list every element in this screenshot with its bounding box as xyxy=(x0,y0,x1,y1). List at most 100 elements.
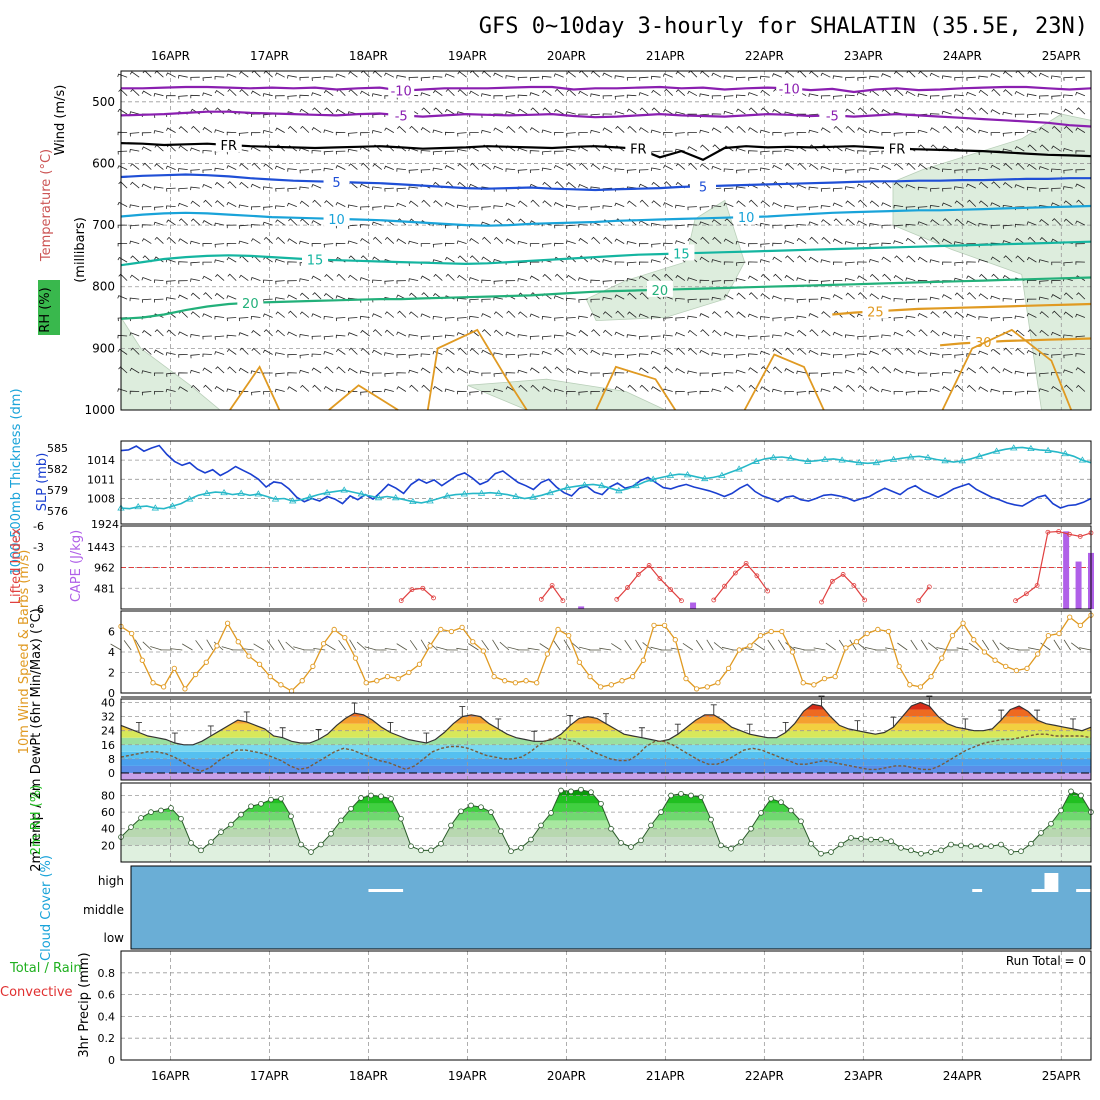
wind-barb xyxy=(820,127,831,133)
wind-speed-marker xyxy=(875,626,881,633)
wind-barb xyxy=(203,199,213,207)
wind-speed-marker xyxy=(566,632,572,639)
wind-barb xyxy=(226,131,237,136)
wind-barb xyxy=(165,297,176,301)
wind-barb xyxy=(1075,313,1086,318)
wind-barb xyxy=(323,76,334,80)
wind-barb xyxy=(311,275,322,281)
wind-speed-marker xyxy=(1077,622,1083,628)
wind-barb xyxy=(250,183,261,189)
rh-marker xyxy=(788,807,794,814)
wind-barb xyxy=(371,130,382,134)
wind-barb xyxy=(445,273,455,281)
rh-marker xyxy=(398,815,404,822)
wind-barb xyxy=(894,163,904,170)
thickness-marker xyxy=(529,493,537,500)
wind-barb xyxy=(1002,391,1013,395)
wind-barb xyxy=(990,348,1001,355)
wind-barb xyxy=(324,274,334,281)
wind-barb xyxy=(808,206,819,211)
wind-barb xyxy=(833,218,843,226)
wind-barb xyxy=(1026,349,1037,355)
wind-barb xyxy=(275,95,285,99)
thickness-tick-label: 579 xyxy=(47,484,68,497)
wind-barb xyxy=(832,238,843,244)
wind-barb xyxy=(505,111,516,115)
surface-wind-barb xyxy=(396,643,408,651)
lifted-index-marker xyxy=(1034,583,1040,588)
rh-marker xyxy=(478,804,484,810)
wind-barb xyxy=(978,107,989,115)
wind-barb xyxy=(1075,183,1086,189)
wind-barb xyxy=(578,298,588,303)
wind-barb xyxy=(166,280,176,285)
thickness-tick-label: 585 xyxy=(47,442,68,455)
wind-barb xyxy=(990,388,1001,393)
temperature-isotherm xyxy=(120,142,1092,162)
thickness-marker xyxy=(563,483,572,491)
thickness-marker xyxy=(237,489,245,496)
lifted-index-tick-label: -6 xyxy=(33,520,44,533)
wind-barb xyxy=(711,388,722,393)
wind-barb xyxy=(966,367,977,374)
cape-bar xyxy=(1075,561,1082,609)
wind-barb xyxy=(905,237,916,244)
rh-panel-axis-label: 2m RH (%) xyxy=(29,785,44,856)
wind-speed-marker xyxy=(747,643,753,649)
wind-barb xyxy=(869,75,879,80)
thickness-marker xyxy=(804,457,812,464)
wind-barb xyxy=(856,91,867,97)
wind-barb xyxy=(663,334,673,339)
wind-barb xyxy=(1039,127,1049,133)
wind-speed-marker xyxy=(310,663,316,669)
wind-barb xyxy=(978,258,989,263)
wind-barb xyxy=(736,311,746,318)
thickness-marker xyxy=(477,489,486,496)
wind-barb xyxy=(651,75,661,80)
wind-barb xyxy=(1014,113,1025,118)
wind-barb xyxy=(553,164,564,170)
lifted-index-marker xyxy=(668,587,674,593)
lifted-index-marker xyxy=(916,598,921,604)
wind-barb xyxy=(1051,385,1061,392)
wind-barb xyxy=(130,163,140,170)
wind-barb xyxy=(845,125,855,133)
wind-barb xyxy=(857,367,867,374)
wind-barb xyxy=(638,261,649,266)
wind-barb xyxy=(1075,243,1085,247)
wind-barb xyxy=(711,165,722,170)
wind-barb xyxy=(626,334,637,338)
wind-barb xyxy=(130,347,140,355)
wind-barb xyxy=(481,70,492,78)
wind-barb xyxy=(1051,187,1061,192)
wind-barb xyxy=(784,224,794,229)
wind-barb xyxy=(929,165,940,170)
lifted-index-marker xyxy=(420,585,426,591)
wind-barb xyxy=(1051,95,1061,100)
wind-barb xyxy=(1014,90,1025,97)
wind-barb xyxy=(347,367,358,374)
wind-panel-axis-label: 10m Wind Speed & Barbs (m/s) xyxy=(17,550,32,755)
wind-barb xyxy=(990,109,1001,115)
wind-barb xyxy=(966,275,977,281)
wind-frame xyxy=(120,610,1092,694)
surface-wind-barb xyxy=(1063,639,1071,651)
rh-marker xyxy=(208,839,214,845)
wind-barb xyxy=(154,279,164,283)
wind-barb xyxy=(833,310,843,318)
thickness-marker xyxy=(512,492,520,499)
low-level-isotherm xyxy=(743,353,825,411)
surface-wind-barb xyxy=(695,639,704,651)
wind-barb xyxy=(772,132,782,136)
rh-marker xyxy=(1038,830,1044,836)
wind-barb xyxy=(748,292,758,300)
wind-barb xyxy=(614,75,625,79)
wind-barb xyxy=(639,384,649,392)
rh-marker xyxy=(1068,788,1074,795)
wind-barb xyxy=(202,126,213,133)
wind-barb xyxy=(529,261,540,266)
wind-barb xyxy=(590,349,601,355)
temp-tick-label: 16 xyxy=(101,739,115,752)
wind-barb xyxy=(408,311,419,318)
wind-barb xyxy=(602,205,613,209)
